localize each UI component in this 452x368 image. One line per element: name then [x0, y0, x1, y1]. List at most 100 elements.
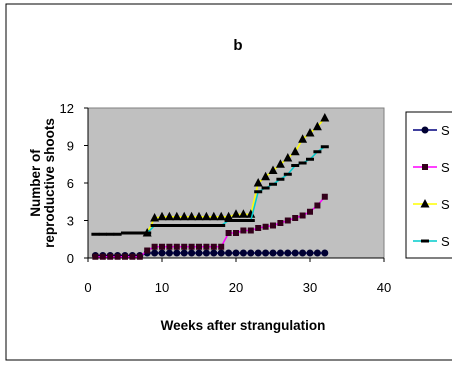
data-point [320, 113, 330, 122]
legend-box [405, 111, 452, 259]
data-point [203, 243, 210, 250]
data-point [239, 249, 247, 257]
legend-marker [421, 239, 429, 243]
data-point [157, 211, 167, 221]
data-point [283, 172, 292, 176]
legend-label: S [441, 197, 450, 212]
data-point [298, 161, 307, 165]
data-point [129, 253, 136, 260]
data-point [173, 249, 181, 257]
data-point [173, 243, 180, 250]
data-point [232, 219, 240, 222]
data-point [224, 219, 233, 222]
data-point [136, 253, 143, 260]
data-point [225, 249, 233, 257]
data-point [313, 249, 321, 257]
y-axis-title: Number of reproductive shoots [28, 118, 57, 248]
data-point [277, 220, 284, 226]
data-point [188, 249, 196, 257]
data-point [128, 231, 137, 235]
data-point [270, 222, 276, 229]
data-point [107, 253, 114, 260]
data-point [114, 253, 121, 260]
data-point [233, 230, 239, 236]
data-point [218, 243, 225, 250]
data-point [275, 159, 285, 168]
data-point [290, 146, 300, 156]
legend-marker [421, 126, 429, 134]
y-tick-label: 6 [67, 176, 74, 191]
data-point [292, 215, 299, 221]
data-point [284, 217, 291, 224]
legend-label: S [441, 234, 450, 249]
data-point [254, 249, 262, 257]
data-point [144, 247, 151, 254]
data-point [187, 224, 196, 227]
series-2 [92, 193, 328, 260]
data-point [276, 177, 285, 181]
y-tick-label: 0 [67, 251, 74, 266]
data-point [269, 182, 277, 186]
data-point [298, 134, 308, 143]
data-point [216, 211, 226, 221]
data-point [166, 243, 173, 250]
data-point [194, 211, 204, 221]
data-point [238, 209, 248, 218]
data-point [122, 253, 128, 260]
legend-entry: S [413, 160, 450, 175]
legend-marker [420, 199, 430, 208]
data-point [224, 211, 234, 221]
data-point [150, 213, 160, 222]
data-point [306, 157, 314, 161]
data-point [151, 243, 158, 250]
data-point [314, 202, 321, 209]
data-point [202, 249, 210, 257]
data-point [253, 178, 263, 187]
data-point [201, 211, 211, 221]
x-axis-title: Weeks after strangulation [161, 318, 326, 333]
x-tick-label: 20 [229, 280, 243, 295]
data-point [246, 219, 255, 222]
data-point [321, 193, 328, 200]
legend: S S S S [405, 111, 452, 259]
data-point [172, 224, 181, 227]
data-point [255, 225, 262, 231]
data-point [158, 224, 166, 227]
data-point [165, 249, 173, 257]
y-axis-title-line-2: reproductive shoots [42, 118, 57, 248]
legend-label: S [441, 160, 450, 175]
data-point [99, 253, 106, 260]
data-point [113, 232, 122, 236]
data-point [172, 211, 182, 221]
data-point [209, 211, 219, 221]
data-point [210, 249, 218, 257]
y-axis-ticks: 0 3 6 9 12 [60, 101, 88, 266]
series-4 [91, 145, 329, 236]
data-point [299, 249, 307, 257]
data-point [291, 249, 299, 257]
data-point [254, 190, 263, 194]
data-point [196, 243, 202, 250]
data-point [305, 128, 315, 137]
data-point [307, 208, 313, 215]
data-point [261, 186, 270, 190]
legend-label: S [441, 123, 450, 138]
legend-entry: S [413, 234, 450, 249]
data-point [135, 231, 144, 235]
data-point [143, 231, 152, 235]
data-point [217, 249, 225, 257]
data-point [240, 227, 247, 234]
data-point [202, 224, 211, 227]
data-point [164, 211, 174, 221]
data-point [195, 224, 203, 227]
legend-marker [422, 164, 428, 170]
data-point [91, 232, 100, 236]
data-point [225, 230, 232, 236]
data-point [209, 224, 218, 227]
data-point [313, 150, 322, 154]
data-point [150, 224, 159, 227]
data-point [121, 231, 129, 235]
data-point [268, 165, 278, 174]
data-point [321, 249, 329, 257]
